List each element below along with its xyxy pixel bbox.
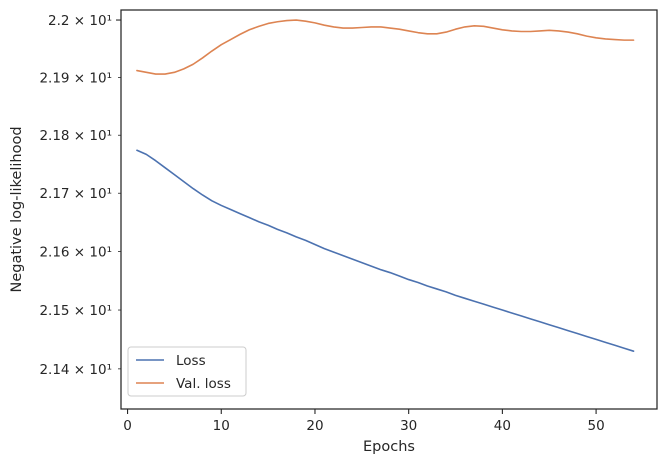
x-tick-label: 40 [494,418,511,434]
y-tick-label: 2.18 × 10¹ [39,128,112,144]
plot-frame [120,9,658,410]
y-tick-label: 2.17 × 10¹ [39,186,112,202]
y-axis-ticks: 2.14 × 10¹ 2.15 × 10¹ 2.16 × 10¹ 2.17 × 10¹… [39,13,121,378]
x-tick-label: 0 [123,418,132,434]
legend: Loss Val. loss [127,346,247,397]
series-line-val-loss [136,19,635,75]
legend-label: Loss [176,353,206,369]
y-tick-label: 2.19 × 10¹ [39,71,112,87]
y-tick-label: 2.16 × 10¹ [39,245,112,261]
x-tick-label: 50 [587,418,604,434]
x-tick-label: 20 [306,418,323,434]
x-tick-label: 30 [400,418,417,434]
legend-label: Val. loss [176,376,231,392]
x-axis-ticks: 0 10 20 30 40 50 [123,409,605,434]
x-tick-label: 10 [213,418,230,434]
series-layer [136,19,635,352]
y-tick-label: 2.15 × 10¹ [39,303,112,319]
x-axis-label: Epochs [363,439,415,455]
y-tick-label: 2.14 × 10¹ [39,362,112,378]
series-line-loss [136,149,635,352]
y-tick-label: 2.2 × 10¹ [48,13,112,29]
y-axis-label: Negative log-likelihood [9,126,25,292]
legend-entries: Loss Val. loss [136,353,231,392]
